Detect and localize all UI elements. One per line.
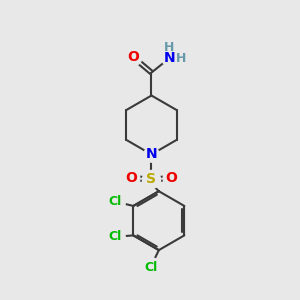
Text: O: O — [125, 171, 137, 185]
Text: Cl: Cl — [109, 230, 122, 243]
Text: Cl: Cl — [144, 261, 157, 274]
Text: N: N — [146, 147, 157, 161]
Text: O: O — [127, 50, 139, 64]
Text: Cl: Cl — [109, 195, 122, 208]
Text: S: S — [146, 172, 157, 186]
Text: H: H — [176, 52, 186, 65]
Text: H: H — [164, 41, 174, 54]
Text: N: N — [163, 51, 175, 65]
Text: O: O — [166, 171, 177, 185]
